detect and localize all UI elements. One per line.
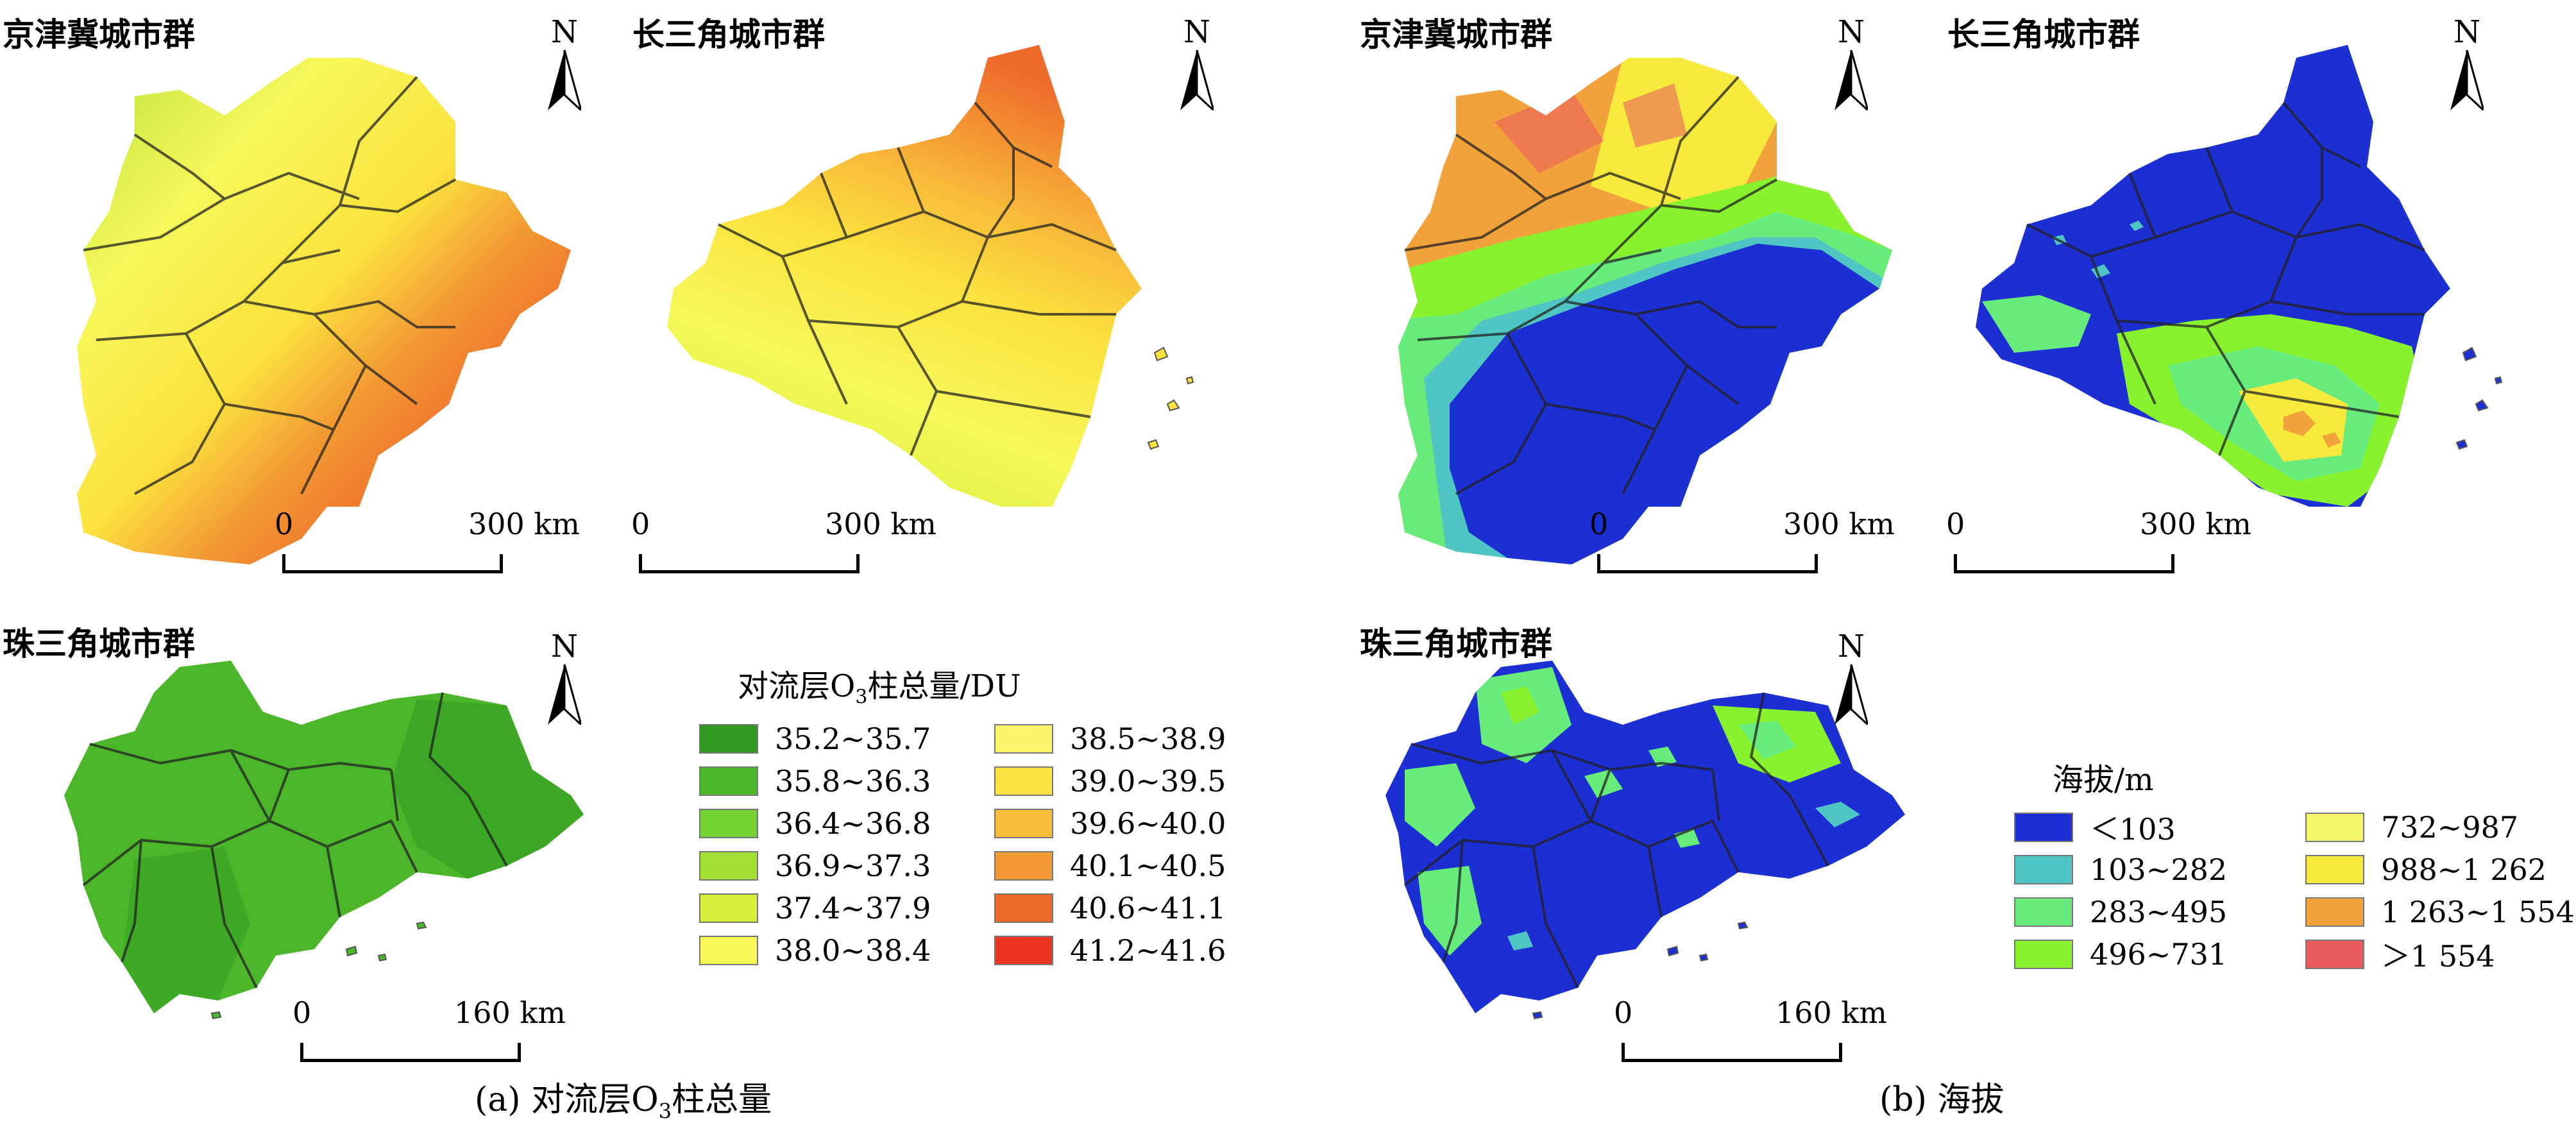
legend-item: 36.9~37.3	[699, 849, 931, 883]
prd-ozone-east-band	[391, 699, 584, 879]
legend-item: ＜103	[2014, 812, 2176, 847]
legend-label: 103~282	[2090, 852, 2228, 887]
north-arrow-prd-b: N	[1826, 629, 1877, 725]
map-jjj-elevation	[1398, 58, 1892, 564]
prd-islands-a	[210, 921, 427, 1020]
prd-ozone-boundaries	[82, 692, 508, 988]
caption-b: (b) 海拔	[1879, 1081, 2004, 1119]
legend-item: ＞1 554	[2305, 939, 2495, 974]
legend-swatch	[994, 851, 1053, 881]
map-prd-elevation	[1385, 661, 1905, 1020]
legend-label: 38.5~38.9	[1070, 722, 1226, 756]
legend-swatch	[699, 724, 758, 754]
legend-swatch	[994, 724, 1053, 754]
legend-swatch	[994, 766, 1053, 796]
legend-item: 35.8~36.3	[699, 764, 931, 798]
legend-label: 37.4~37.9	[775, 891, 931, 925]
legend-label: 283~495	[2090, 895, 2228, 929]
legend-label: 41.2~41.6	[1070, 933, 1226, 968]
legend-label: 496~731	[2090, 937, 2228, 972]
legend-item: 103~282	[2014, 852, 2228, 887]
legend-swatch	[2014, 813, 2073, 842]
map-yrd-ozone	[667, 45, 1194, 507]
legend-item: 988~1 262	[2305, 852, 2547, 887]
map-title-yrd-a: 长三角城市群	[632, 16, 825, 53]
north-arrow-prd-a: N	[539, 629, 590, 725]
map-title-prd-b: 珠三角城市群	[1360, 625, 1552, 663]
prd-islands-b	[1532, 921, 1749, 1020]
prd-elevation-boundaries	[1403, 692, 1829, 988]
legend-label: 38.0~38.4	[775, 933, 931, 968]
legend-item: 496~731	[2014, 937, 2228, 972]
jjj-elevation-boundaries	[1404, 76, 1777, 495]
map-title-yrd-b: 长三角城市群	[1947, 16, 2140, 53]
yrd-islands-b	[2455, 346, 2503, 450]
map-title-jjj-b: 京津冀城市群	[1360, 16, 1552, 53]
legend-swatch	[2014, 855, 2073, 884]
legend-item: 37.4~37.9	[699, 891, 931, 925]
yrd-ozone-boundaries	[718, 101, 1117, 456]
legend-label: 732~987	[2381, 810, 2519, 845]
legend-swatch	[699, 766, 758, 796]
legend-swatch	[2305, 813, 2364, 842]
legend-label: 40.1~40.5	[1070, 849, 1226, 883]
legend-swatch	[699, 809, 758, 838]
legend-label: 36.9~37.3	[775, 849, 931, 883]
legend-swatch	[699, 893, 758, 923]
map-title-jjj-a: 京津冀城市群	[3, 16, 195, 53]
legend-label: ＞1 554	[2381, 939, 2495, 974]
legend-swatch	[994, 936, 1053, 965]
legend-swatch	[699, 851, 758, 881]
yrd-elevation-boundaries	[2026, 101, 2425, 456]
map-jjj-ozone	[77, 58, 571, 564]
map-yrd-elevation	[1976, 45, 2503, 507]
legend-label: 988~1 262	[2381, 852, 2547, 887]
legend-item: 38.5~38.9	[994, 722, 1226, 756]
legend-label: 35.8~36.3	[775, 764, 931, 798]
legend-label: 36.4~36.8	[775, 806, 931, 841]
yrd-islands-a	[1147, 346, 1194, 450]
legend-item: 39.6~40.0	[994, 806, 1226, 841]
legend-swatch	[699, 936, 758, 965]
legend-swatch	[2305, 940, 2364, 969]
legend-swatch	[994, 809, 1053, 838]
legend-item: 38.0~38.4	[699, 933, 931, 968]
legend-item: 41.2~41.6	[994, 933, 1226, 968]
north-arrow-yrd-b: N	[2441, 14, 2493, 110]
legend-swatch	[994, 893, 1053, 923]
north-arrow-jjj-a: N	[539, 14, 590, 110]
north-arrow-jjj-b: N	[1826, 14, 1877, 110]
legend-swatch	[2305, 897, 2364, 927]
north-arrow-yrd-a: N	[1171, 14, 1223, 110]
legend-item: 1 263~1 554	[2305, 895, 2575, 929]
legend-label: 1 263~1 554	[2381, 895, 2575, 929]
jjj-ozone-boundaries	[83, 76, 456, 495]
caption-a: (a) 对流层O3柱总量	[475, 1081, 772, 1123]
legend-item: 40.1~40.5	[994, 849, 1226, 883]
legend-item: 732~987	[2305, 810, 2519, 845]
legend-label: 35.2~35.7	[775, 722, 931, 756]
legend-item: 40.6~41.1	[994, 891, 1226, 925]
legend-label: ＜103	[2090, 812, 2176, 847]
legend-title-ozone: 对流层O3柱总量/DU	[738, 668, 1021, 709]
legend-item: 35.2~35.7	[699, 722, 931, 756]
legend-item: 39.0~39.5	[994, 764, 1226, 798]
legend-item: 283~495	[2014, 895, 2228, 929]
legend-title-elevation: 海拔/m	[2053, 762, 2154, 798]
legend-label: 39.6~40.0	[1070, 806, 1226, 841]
map-title-prd-a: 珠三角城市群	[3, 625, 195, 663]
yrd-ozone-fill	[667, 45, 1142, 507]
legend-swatch	[2014, 897, 2073, 927]
legend-label: 40.6~41.1	[1070, 891, 1226, 925]
legend-swatch	[2014, 940, 2073, 969]
map-prd-ozone	[64, 661, 584, 1020]
legend-swatch	[2305, 855, 2364, 884]
legend-label: 39.0~39.5	[1070, 764, 1226, 798]
legend-item: 36.4~36.8	[699, 806, 931, 841]
